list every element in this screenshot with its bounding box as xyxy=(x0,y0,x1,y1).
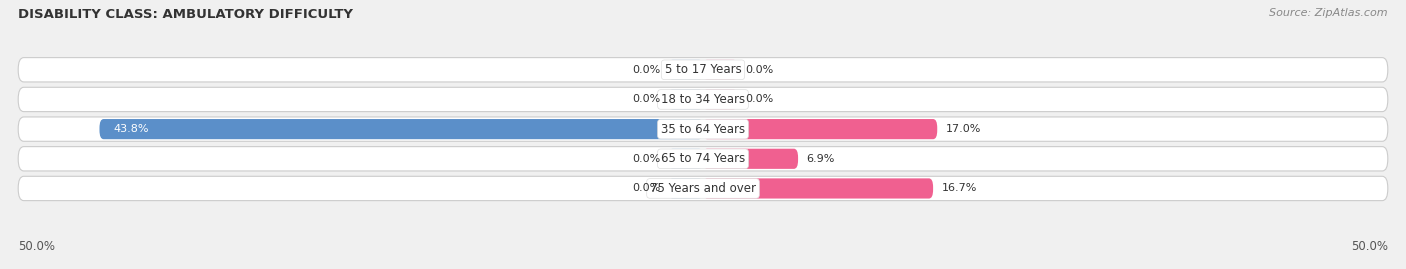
FancyBboxPatch shape xyxy=(669,60,703,80)
FancyBboxPatch shape xyxy=(703,60,738,80)
Text: 6.9%: 6.9% xyxy=(807,154,835,164)
Text: 0.0%: 0.0% xyxy=(633,154,661,164)
Text: 5 to 17 Years: 5 to 17 Years xyxy=(665,63,741,76)
FancyBboxPatch shape xyxy=(18,176,1388,201)
Text: 0.0%: 0.0% xyxy=(745,94,773,104)
Text: 0.0%: 0.0% xyxy=(633,183,661,193)
Text: 50.0%: 50.0% xyxy=(1351,240,1388,253)
Text: 16.7%: 16.7% xyxy=(942,183,977,193)
Text: 75 Years and over: 75 Years and over xyxy=(650,182,756,195)
Text: 0.0%: 0.0% xyxy=(633,65,661,75)
Text: 50.0%: 50.0% xyxy=(18,240,55,253)
FancyBboxPatch shape xyxy=(669,149,703,169)
Text: 35 to 64 Years: 35 to 64 Years xyxy=(661,123,745,136)
Text: 65 to 74 Years: 65 to 74 Years xyxy=(661,152,745,165)
FancyBboxPatch shape xyxy=(703,178,934,199)
FancyBboxPatch shape xyxy=(703,89,738,109)
Text: Source: ZipAtlas.com: Source: ZipAtlas.com xyxy=(1270,8,1388,18)
FancyBboxPatch shape xyxy=(703,119,938,139)
FancyBboxPatch shape xyxy=(669,89,703,109)
FancyBboxPatch shape xyxy=(669,178,703,199)
Text: 17.0%: 17.0% xyxy=(945,124,981,134)
Text: DISABILITY CLASS: AMBULATORY DIFFICULTY: DISABILITY CLASS: AMBULATORY DIFFICULTY xyxy=(18,8,353,21)
Text: 0.0%: 0.0% xyxy=(633,94,661,104)
Text: 18 to 34 Years: 18 to 34 Years xyxy=(661,93,745,106)
FancyBboxPatch shape xyxy=(18,87,1388,112)
FancyBboxPatch shape xyxy=(18,58,1388,82)
Text: 0.0%: 0.0% xyxy=(745,65,773,75)
Text: 43.8%: 43.8% xyxy=(114,124,149,134)
FancyBboxPatch shape xyxy=(100,119,703,139)
FancyBboxPatch shape xyxy=(703,149,799,169)
FancyBboxPatch shape xyxy=(18,117,1388,141)
FancyBboxPatch shape xyxy=(18,147,1388,171)
